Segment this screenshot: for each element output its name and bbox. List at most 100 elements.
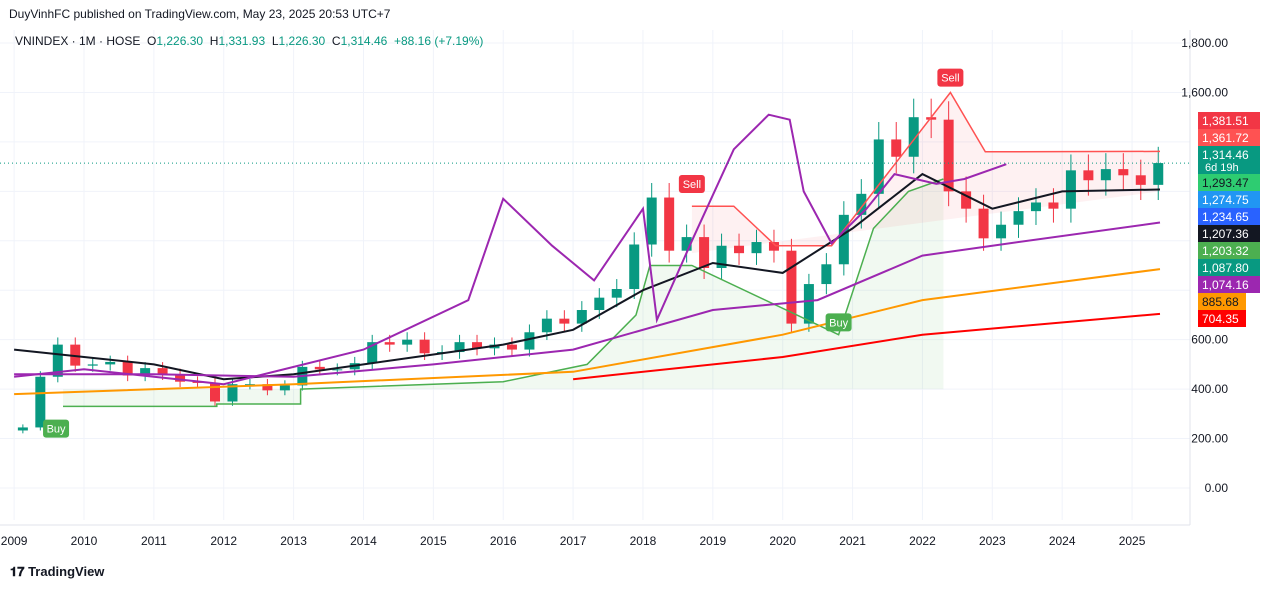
candle	[210, 382, 221, 402]
logo-icon: 𝟏𝟕	[10, 564, 29, 579]
price-label-bg	[1198, 129, 1260, 146]
candle	[1118, 169, 1129, 176]
price-label-text: 1,087.80	[1202, 261, 1249, 275]
x-tick-label: 2017	[560, 534, 587, 548]
open-label: O	[147, 34, 157, 48]
candle	[1153, 163, 1164, 185]
brand-name: TradingView	[28, 564, 105, 579]
candle	[244, 384, 255, 386]
price-label-text: 704.35	[1202, 312, 1239, 326]
candle	[996, 224, 1007, 239]
candle	[506, 344, 517, 350]
candle	[262, 384, 273, 391]
candle	[646, 197, 657, 245]
price-label-text: 1,314.46	[1202, 148, 1249, 162]
signal-buy-marker: Buy	[43, 419, 70, 438]
x-tick-label: 2018	[630, 534, 657, 548]
candle	[140, 368, 151, 376]
signal-buy-marker: Buy	[825, 313, 852, 332]
trailing-stop-sell-line	[691, 91, 1161, 247]
candle	[856, 193, 867, 215]
candle	[576, 310, 587, 324]
signal-label: Buy	[829, 317, 848, 329]
price-label: 885.68	[1198, 293, 1246, 310]
candle	[332, 369, 343, 371]
y-tick-label: 1,800.00	[1181, 36, 1228, 50]
high-label: H	[209, 34, 219, 48]
price-label-text: 1,234.65	[1202, 210, 1249, 224]
candle	[279, 385, 290, 391]
signal-badge	[678, 174, 705, 193]
moving-average-line-4	[572, 312, 1161, 381]
price-label-text: 1,361.72	[1202, 131, 1249, 145]
price-label-bg	[1198, 191, 1260, 208]
price-label-bg	[1198, 276, 1260, 293]
price-label-bg	[1198, 146, 1260, 174]
candle	[1065, 170, 1076, 209]
signal-badge	[825, 313, 852, 332]
candle	[367, 342, 378, 364]
x-tick-label: 2014	[350, 534, 377, 548]
price-label: 1,234.65	[1198, 208, 1260, 225]
signal-label: Buy	[47, 424, 66, 436]
x-tick-label: 2016	[490, 534, 517, 548]
close-value: 1,314.46	[340, 34, 388, 48]
candle	[664, 197, 675, 251]
candle	[1013, 211, 1024, 225]
candle	[699, 237, 710, 268]
candle	[908, 117, 919, 157]
price-label-bg	[1198, 174, 1260, 191]
price-label: 1,361.72	[1198, 129, 1260, 146]
candle	[157, 368, 168, 375]
x-tick-label: 2011	[141, 534, 167, 548]
candle	[978, 208, 989, 239]
candle	[821, 264, 832, 285]
candle	[1083, 170, 1094, 181]
price-label: 704.35	[1198, 310, 1246, 327]
candle	[472, 342, 483, 349]
candle	[52, 344, 63, 377]
x-tick-label: 2009	[1, 534, 28, 548]
price-label: 1,087.80	[1198, 259, 1260, 276]
candle	[838, 214, 849, 265]
candle	[122, 361, 133, 376]
candle	[768, 242, 779, 251]
price-label: 1,293.47	[1198, 174, 1260, 191]
price-label-text: 1,381.51	[1202, 114, 1249, 128]
price-label-bg	[1198, 310, 1246, 327]
low-value: 1,226.30	[278, 34, 326, 48]
signal-badge	[43, 419, 70, 438]
moving-average-line-2	[14, 221, 1161, 378]
open-value: 1,226.30	[156, 34, 204, 48]
x-tick-label: 2015	[420, 534, 447, 548]
candle	[716, 245, 727, 268]
candle	[419, 339, 430, 354]
price-label: 1,274.75	[1198, 191, 1260, 208]
price-label-text: 1,203.32	[1202, 244, 1249, 258]
x-tick-label: 2023	[979, 534, 1006, 548]
candle	[943, 119, 954, 192]
published-caption: DuyVinhFC published on TradingView.com, …	[9, 7, 391, 21]
candle	[1135, 175, 1146, 185]
candle	[541, 318, 552, 333]
tradingview-logo[interactable]: 𝟏𝟕 TradingView	[10, 564, 104, 580]
x-tick-label: 2012	[210, 534, 237, 548]
signal-label: Sell	[941, 73, 959, 85]
candle	[594, 297, 605, 311]
candle	[175, 374, 186, 382]
x-tick-label: 2010	[71, 534, 98, 548]
signal-badge	[937, 68, 964, 87]
price-chart[interactable]: 2009 2010 2011 2012 2013 2014 2015 2016 2017 2018…	[0, 28, 1273, 558]
signal-label: Sell	[683, 179, 701, 191]
x-tick-label: 2019	[699, 534, 726, 548]
close-label: C	[331, 34, 341, 48]
price-label: 1,207.36	[1198, 225, 1260, 242]
price-label-text: 1,274.75	[1202, 193, 1249, 207]
candle	[891, 139, 902, 157]
price-label-text: 1,293.47	[1202, 176, 1249, 190]
high-value: 1,331.93	[218, 34, 266, 48]
price-label: 1,381.51	[1198, 112, 1260, 129]
signal-sell-marker: Sell	[937, 68, 964, 87]
